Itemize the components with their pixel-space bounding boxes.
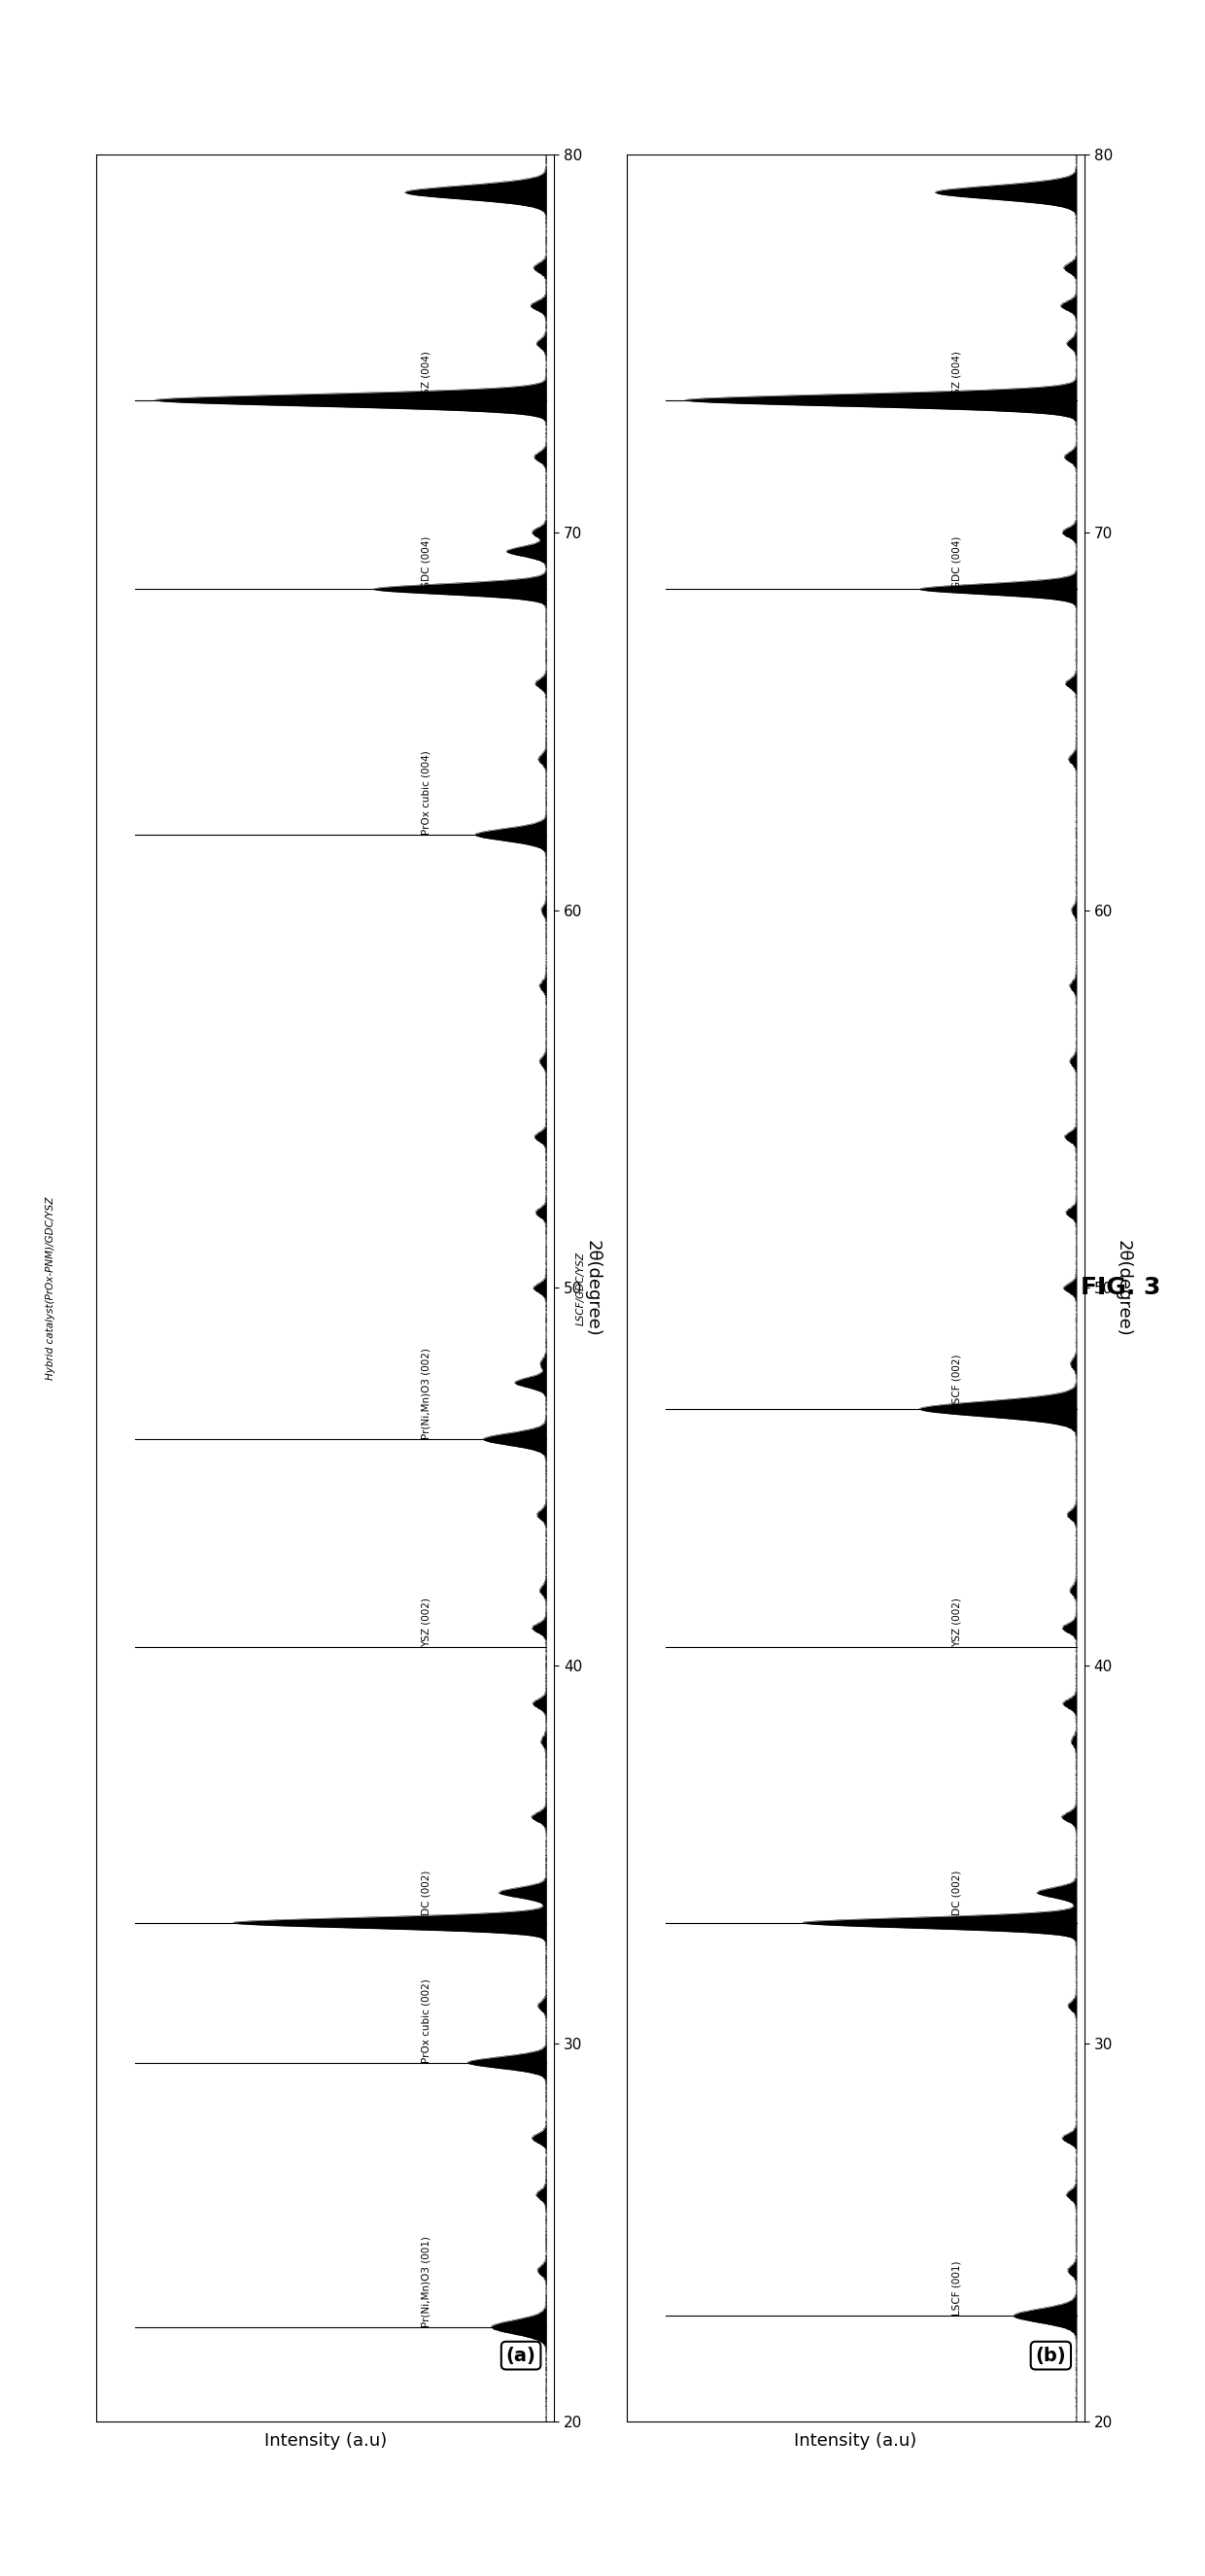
Text: YSZ (002): YSZ (002)	[422, 1597, 431, 1646]
X-axis label: Intensity (a.u): Intensity (a.u)	[264, 2432, 387, 2450]
X-axis label: Intensity (a.u): Intensity (a.u)	[794, 2432, 917, 2450]
Text: PrOx cubic (002): PrOx cubic (002)	[422, 1978, 431, 2063]
Text: GDC (004): GDC (004)	[422, 536, 431, 590]
Text: YSZ (004): YSZ (004)	[422, 350, 431, 399]
Text: Pr(Ni,Mn)O3 (001): Pr(Ni,Mn)O3 (001)	[422, 2236, 431, 2326]
Y-axis label: 2θ(degree): 2θ(degree)	[1115, 1239, 1131, 1337]
Text: PrOx cubic (004): PrOx cubic (004)	[422, 750, 431, 835]
Text: GDC (002): GDC (002)	[952, 1870, 962, 1922]
Text: Hybrid catalyst(PrOx-PNM)/GDC/YSZ: Hybrid catalyst(PrOx-PNM)/GDC/YSZ	[46, 1195, 55, 1381]
Text: LSCF (001): LSCF (001)	[952, 2262, 962, 2316]
Text: GDC (004): GDC (004)	[952, 536, 962, 590]
Text: Pr(Ni,Mn)O3 (002): Pr(Ni,Mn)O3 (002)	[422, 1347, 431, 1440]
Text: LSCF (002): LSCF (002)	[952, 1355, 962, 1409]
Text: FIG. 3: FIG. 3	[1081, 1275, 1160, 1301]
Text: LSCF/GDC/YSZ: LSCF/GDC/YSZ	[576, 1252, 586, 1324]
Text: YSZ (002): YSZ (002)	[952, 1597, 962, 1646]
Text: (a): (a)	[506, 2347, 536, 2365]
Text: YSZ (004): YSZ (004)	[952, 350, 962, 399]
Text: (b): (b)	[1035, 2347, 1066, 2365]
Y-axis label: 2θ(degree): 2θ(degree)	[584, 1239, 601, 1337]
Text: GDC (002): GDC (002)	[422, 1870, 431, 1922]
